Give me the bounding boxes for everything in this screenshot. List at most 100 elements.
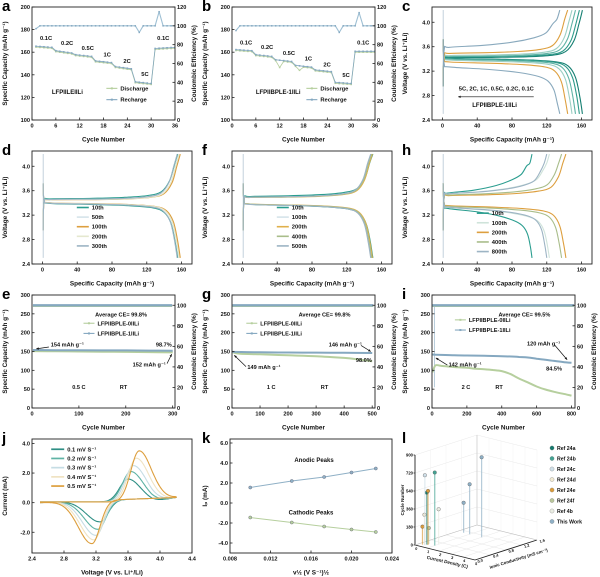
svg-text:0: 0 (41, 268, 44, 274)
svg-text:100: 100 (21, 118, 30, 124)
panel-a: 0.1C 0.2C 0.5C 1C 2C 5C 0.1C LFPIILEIILi Dischar… (0, 0, 200, 144)
svg-text:100: 100 (377, 24, 386, 30)
svg-text:0.008: 0.008 (223, 557, 237, 563)
svg-text:LFPIIBPLE-1IILi: LFPIIBPLE-1IILi (256, 90, 301, 96)
svg-text:300: 300 (21, 293, 30, 299)
svg-text:0: 0 (415, 546, 418, 551)
svg-text:30: 30 (348, 124, 354, 130)
svg-text:120: 120 (142, 268, 151, 274)
svg-text:98.7%: 98.7% (156, 343, 172, 349)
svg-text:100: 100 (177, 303, 186, 309)
svg-text:100: 100 (177, 24, 186, 30)
svg-text:Iₚ (mA): Iₚ (mA) (202, 485, 209, 506)
svg-text:0.3 mV S⁻¹: 0.3 mV S⁻¹ (67, 465, 96, 472)
svg-text:Specific Capacity (mAh g⁻¹): Specific Capacity (mAh g⁻¹) (402, 309, 409, 393)
panel-e-chart: LFPIIBPLE-0IILi LFPIIBPLE-1IILi Average CE… (2, 293, 198, 432)
svg-text:Voltage (V vs. Li⁺/Li): Voltage (V vs. Li⁺/Li) (402, 177, 409, 239)
svg-text:0: 0 (230, 412, 233, 418)
svg-text:Voltage (V vs. Li⁺/Li): Voltage (V vs. Li⁺/Li) (2, 177, 9, 239)
svg-text:1.2: 1.2 (523, 542, 530, 549)
svg-text:0.020: 0.020 (345, 557, 359, 563)
svg-text:Cycle Number: Cycle Number (400, 484, 405, 515)
svg-text:50th: 50th (92, 215, 104, 221)
svg-text:80: 80 (377, 324, 383, 330)
panel-e: LFPIIBPLE-0IILi LFPIIBPLE-1IILi Average CE… (0, 286, 200, 432)
svg-text:3.2: 3.2 (422, 213, 430, 219)
svg-text:Voltage (V vs. Li⁺/Li): Voltage (V vs. Li⁺/Li) (202, 177, 209, 239)
svg-text:800: 800 (567, 412, 576, 418)
svg-text:200: 200 (221, 331, 230, 337)
svg-text:400: 400 (339, 412, 348, 418)
svg-text:0.0: 0.0 (22, 501, 30, 507)
svg-text:400th: 400th (492, 240, 508, 246)
svg-text:Voltage (V vs. Li⁺/Li): Voltage (V vs. Li⁺/Li) (402, 33, 409, 95)
svg-text:3.2: 3.2 (422, 69, 430, 75)
svg-text:0.0: 0.0 (220, 501, 228, 507)
svg-text:0.2C: 0.2C (61, 41, 74, 47)
svg-text:200: 200 (21, 5, 30, 11)
svg-text:12: 12 (277, 124, 283, 130)
svg-text:3.6: 3.6 (422, 45, 430, 51)
svg-text:0.012: 0.012 (264, 557, 278, 563)
svg-text:Anodic Peaks: Anodic Peaks (294, 458, 334, 464)
svg-text:Discharge: Discharge (120, 86, 149, 92)
svg-text:400th: 400th (292, 234, 308, 240)
svg-text:5C: 5C (141, 72, 149, 78)
svg-text:2: 2 (439, 552, 443, 558)
svg-text:3: 3 (451, 555, 455, 561)
svg-text:1C: 1C (305, 57, 313, 63)
svg-text:180: 180 (221, 28, 230, 34)
svg-text:0.4 mV S⁻¹: 0.4 mV S⁻¹ (67, 474, 96, 481)
svg-text:4.0: 4.0 (220, 461, 228, 467)
svg-text:0: 0 (377, 118, 380, 124)
svg-text:0: 0 (27, 406, 30, 412)
svg-text:200: 200 (221, 5, 230, 11)
svg-text:LFPIIBPLE-0IILi: LFPIIBPLE-0IILi (97, 321, 139, 327)
svg-text:0: 0 (177, 118, 180, 124)
svg-text:0.4: 0.4 (492, 552, 499, 559)
svg-text:154 mAh g⁻¹: 154 mAh g⁻¹ (51, 342, 84, 349)
panel-i-chart: LFPIIBPLE-0IILi LFPIIBPLE-1IILi Average CE… (402, 293, 598, 432)
svg-text:24: 24 (124, 124, 131, 130)
svg-text:300: 300 (421, 293, 430, 299)
svg-text:Cycle Number: Cycle Number (82, 137, 125, 144)
svg-text:0: 0 (241, 268, 244, 274)
svg-text:40: 40 (474, 268, 480, 274)
svg-text:Specific Capacity (mAh g⁻¹): Specific Capacity (mAh g⁻¹) (470, 137, 554, 144)
svg-text:10th: 10th (292, 206, 304, 212)
panel-j-letter: j (2, 430, 7, 447)
svg-text:146 mAh g⁻¹: 146 mAh g⁻¹ (329, 342, 362, 349)
panel-d: 10th 50th 100th 200th 300th 0 40 80 120 160 2.4 2.8… (0, 142, 200, 288)
svg-text:400: 400 (497, 412, 506, 418)
svg-text:540: 540 (406, 489, 414, 494)
svg-text:0: 0 (430, 412, 433, 418)
svg-text:360: 360 (406, 507, 414, 512)
svg-text:0.024: 0.024 (385, 557, 400, 563)
svg-text:80: 80 (577, 324, 583, 330)
svg-text:200th: 200th (492, 230, 508, 236)
svg-text:80: 80 (509, 268, 515, 274)
svg-text:Specific Capacity (mAh g⁻¹): Specific Capacity (mAh g⁻¹) (202, 309, 209, 393)
svg-text:100: 100 (255, 412, 264, 418)
svg-text:0.2C: 0.2C (261, 45, 274, 51)
svg-text:Specific Capacity (mAh g⁻¹): Specific Capacity (mAh g⁻¹) (470, 281, 554, 288)
svg-text:This Work: This Work (557, 520, 582, 526)
svg-text:40: 40 (177, 365, 183, 371)
svg-text:120: 120 (542, 268, 551, 274)
svg-text:40: 40 (377, 365, 383, 371)
svg-text:4.0: 4.0 (22, 164, 30, 170)
svg-text:900: 900 (406, 453, 414, 458)
panel-h-letter: h (402, 142, 412, 159)
svg-text:LFPIIBPLE-1IILi: LFPIIBPLE-1IILi (472, 103, 517, 109)
svg-text:2C: 2C (123, 59, 131, 65)
svg-text:120: 120 (21, 95, 30, 101)
svg-text:5C: 5C (342, 73, 350, 79)
svg-text:Cycle Number: Cycle Number (282, 137, 325, 144)
svg-text:80: 80 (509, 124, 515, 130)
svg-text:4.0: 4.0 (156, 557, 164, 563)
svg-text:120: 120 (177, 5, 186, 11)
svg-text:250: 250 (21, 312, 30, 318)
svg-text:2.8: 2.8 (22, 238, 30, 244)
svg-text:18: 18 (100, 124, 106, 130)
